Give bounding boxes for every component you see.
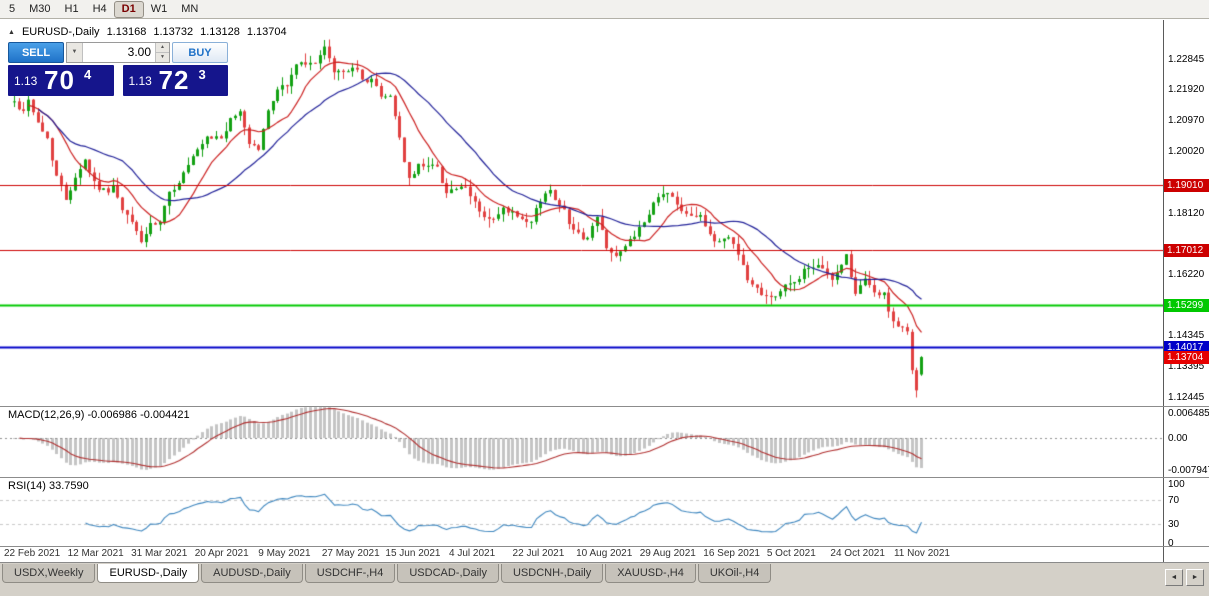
current-price-label: 1.13704 <box>1164 351 1209 365</box>
chart-ohlc-header: ▲ EURUSD-,Daily 1.13168 1.13732 1.13128 … <box>8 26 287 38</box>
bid-price-big-digits: 70 <box>44 65 75 95</box>
timeframe-toolbar: 5 M30 H1 H4 D1 W1 MN <box>0 0 1209 19</box>
price-axis-label: 1.20020 <box>1168 145 1205 157</box>
price-level-label: 1.14017 <box>1164 340 1209 354</box>
date-axis-label: 27 May 2021 <box>321 548 380 559</box>
ask-price-big-digits: 72 <box>158 65 190 95</box>
volume-spinner[interactable]: ▲ ▼ <box>155 43 169 62</box>
price-axis-label: 1.21920 <box>1168 84 1205 96</box>
panel-divider[interactable] <box>0 477 1209 478</box>
date-axis-label: 12 Mar 2021 <box>67 548 124 559</box>
macd-axis-label: -0.007947 <box>1168 464 1209 476</box>
ask-price-pip-digit: 3 <box>198 67 206 82</box>
price-level-label: 1.15299 <box>1164 299 1209 313</box>
volume-value[interactable]: 3.00 <box>127 45 151 59</box>
date-axis-label: 31 Mar 2021 <box>131 548 188 559</box>
rsi-axis-label: 30 <box>1168 519 1180 531</box>
timeframe-button-mn[interactable]: MN <box>181 2 199 15</box>
date-axis-label: 16 Sep 2021 <box>703 548 760 559</box>
rsi-axis-label: 70 <box>1168 494 1180 506</box>
ask-price-prefix: 1.13 <box>128 74 152 88</box>
price-axis-label: 1.13395 <box>1168 361 1205 373</box>
date-axis-label: 4 Jul 2021 <box>448 548 496 559</box>
date-axis-label: 20 Apr 2021 <box>194 548 249 559</box>
date-axis-label: 24 Oct 2021 <box>830 548 885 559</box>
macd-axis-label: 0.00 <box>1168 433 1188 444</box>
rsi-indicator-header: RSI(14) 33.7590 <box>8 480 89 492</box>
date-axis-label: 11 Nov 2021 <box>893 548 950 559</box>
date-axis-label: 15 Jun 2021 <box>385 548 441 559</box>
ohlc-low-value: 1.13128 <box>200 26 240 38</box>
macd-axis-label: 0.006485 <box>1168 408 1209 419</box>
chart-tab-bar: USDX,Weekly EURUSD-,Daily AUDUSD-,Daily USD… <box>0 562 1209 596</box>
chart-tab-usdcnh-daily[interactable]: USDCNH-,Daily <box>500 564 604 583</box>
chart-tab-ukoil-h4[interactable]: UKOil-,H4 <box>697 564 772 583</box>
trade-controls-row: SELL ▼ 3.00 ▲ ▼ BUY <box>8 42 228 63</box>
price-chart-canvas[interactable] <box>0 20 1163 547</box>
timeframe-button-m30[interactable]: M30 <box>29 2 51 15</box>
date-axis-label: 22 Feb 2021 <box>4 548 61 559</box>
chart-tab-usdx-weekly[interactable]: USDX,Weekly <box>2 564 96 583</box>
macd-indicator-header: MACD(12,26,9) -0.006986 -0.004421 <box>8 409 190 421</box>
price-axis[interactable]: 1.22845 1.21920 1.20970 1.20020 1.18120 1.162… <box>1163 20 1209 562</box>
tabs-scroll-left-button[interactable]: ◄ <box>1165 569 1183 586</box>
symbol-period-label: EURUSD-,Daily <box>21 26 100 38</box>
chart-tab-eurusd-daily[interactable]: EURUSD-,Daily <box>97 564 200 583</box>
date-axis-label: 10 Aug 2021 <box>576 548 633 559</box>
price-axis-label: 1.16220 <box>1168 269 1205 281</box>
price-axis-label: 1.22845 <box>1168 54 1205 65</box>
timeframe-button-h4[interactable]: H4 <box>92 2 107 15</box>
rsi-axis-label: 0 <box>1168 538 1174 549</box>
chart-tab-audusd-daily[interactable]: AUDUSD-,Daily <box>201 564 303 583</box>
chart-tabs: USDX,Weekly EURUSD-,Daily AUDUSD-,Daily USD… <box>2 564 773 583</box>
collapse-triangle-icon[interactable]: ▲ <box>8 28 15 36</box>
timeframe-button-w1[interactable]: W1 <box>150 2 168 15</box>
panel-divider[interactable] <box>0 406 1209 407</box>
tabs-scroll-right-button[interactable]: ► <box>1186 569 1204 586</box>
volume-control[interactable]: ▼ 3.00 ▲ ▼ <box>66 42 170 63</box>
date-axis-label: 5 Oct 2021 <box>766 548 816 559</box>
rsi-axis-label: 100 <box>1168 479 1185 490</box>
sell-button[interactable]: SELL <box>8 42 64 63</box>
price-level-label: 1.19010 <box>1164 178 1209 192</box>
timeframe-button-h1[interactable]: H1 <box>64 2 79 15</box>
tab-scroll-controls: ◄ ► <box>1165 569 1204 586</box>
one-click-trading-panel: SELL ▼ 3.00 ▲ ▼ BUY 1.13 70 4 1.13 72 3 <box>8 42 228 96</box>
volume-increase-icon[interactable]: ▲ <box>156 43 169 53</box>
time-axis[interactable]: 22 Feb 2021 12 Mar 2021 31 Mar 2021 20 Apr … <box>0 547 1163 562</box>
bid-price-prefix: 1.13 <box>14 74 38 88</box>
ask-price-panel[interactable]: 1.13 72 3 <box>122 65 228 96</box>
chart-tab-xauusd-h4[interactable]: XAUUSD-,H4 <box>605 564 696 583</box>
bid-ask-row: 1.13 70 4 1.13 72 3 <box>8 65 228 96</box>
ohlc-high-value: 1.13732 <box>153 26 194 38</box>
price-axis-label: 1.20970 <box>1168 114 1205 126</box>
bid-price-panel[interactable]: 1.13 70 4 <box>8 65 114 96</box>
chart-tab-usdcad-daily[interactable]: USDCAD-,Daily <box>397 564 499 583</box>
volume-decrease-icon[interactable]: ▼ <box>156 53 169 62</box>
date-axis-label: 29 Aug 2021 <box>639 548 696 559</box>
bid-price-pip-digit: 4 <box>84 67 92 82</box>
ohlc-close-value: 1.13704 <box>246 26 287 38</box>
timeframe-button-d1[interactable]: D1 <box>113 0 144 18</box>
price-level-label: 1.17012 <box>1164 243 1209 257</box>
ohlc-open-value: 1.13168 <box>106 26 147 38</box>
price-axis-label: 1.12445 <box>1168 392 1205 403</box>
price-axis-label: 1.14345 <box>1168 330 1205 342</box>
date-axis-label: 22 Jul 2021 <box>512 548 565 559</box>
date-axis-label: 9 May 2021 <box>258 548 311 559</box>
volume-preset-dropdown-icon[interactable]: ▼ <box>67 43 83 62</box>
buy-button[interactable]: BUY <box>172 42 228 63</box>
panel-divider[interactable] <box>0 546 1209 547</box>
chart-tab-usdchf-h4[interactable]: USDCHF-,H4 <box>304 564 396 583</box>
timeframe-button-5[interactable]: 5 <box>9 2 16 15</box>
price-axis-label: 1.18120 <box>1168 207 1205 219</box>
